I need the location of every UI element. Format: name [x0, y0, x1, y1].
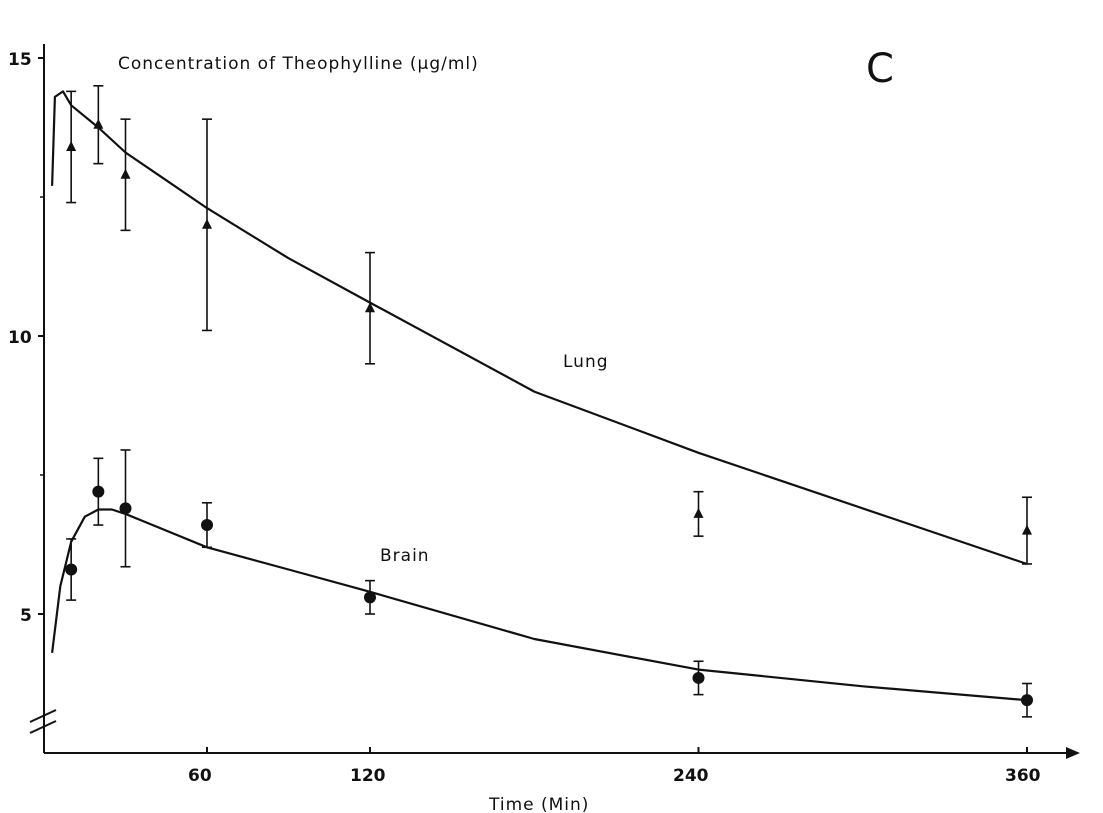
x-tick-label-120: 120 — [350, 766, 386, 786]
chart-title: Concentration of Theophylline (µg/ml) — [118, 54, 479, 74]
data-point-lung — [202, 218, 212, 229]
x-axis-title: Time (Min) — [488, 795, 589, 813]
fit-curve-brain — [51, 508, 1028, 702]
x-axis-arrow — [1066, 747, 1080, 759]
data-point-brain — [119, 502, 132, 515]
fit-curves — [51, 90, 1028, 702]
y-axis-break-mark — [29, 709, 57, 723]
y-tick-label-5: 5 — [20, 606, 32, 626]
axes — [29, 44, 1080, 759]
series-label-brain: Brain — [380, 546, 430, 566]
error-bars — [66, 85, 1032, 718]
x-tick-label-360: 360 — [1005, 766, 1041, 786]
data-point-brain — [201, 519, 213, 532]
data-point-brain — [65, 563, 78, 576]
panel-label: C — [866, 46, 894, 92]
y-axis-break-mark — [29, 720, 57, 734]
y-tick-label-15: 15 — [8, 50, 32, 70]
data-point-lung — [93, 118, 104, 129]
data-point-brain — [692, 671, 705, 684]
data-point-lung — [1022, 524, 1032, 535]
data-point-lung — [693, 507, 704, 518]
data-point-brain — [364, 591, 376, 604]
data-point-lung — [120, 168, 131, 179]
data-point-brain — [92, 485, 105, 498]
y-tick-label-10: 10 — [8, 328, 32, 348]
fit-curve-lung — [51, 90, 1028, 566]
x-tick-label-60: 60 — [188, 766, 212, 786]
data-point-brain — [1021, 694, 1033, 707]
series-label-lung: Lung — [563, 352, 609, 372]
data-point-lung — [66, 140, 77, 151]
x-tick-label-240: 240 — [673, 766, 709, 786]
data-point-lung — [365, 302, 375, 313]
data-markers — [65, 118, 1033, 707]
